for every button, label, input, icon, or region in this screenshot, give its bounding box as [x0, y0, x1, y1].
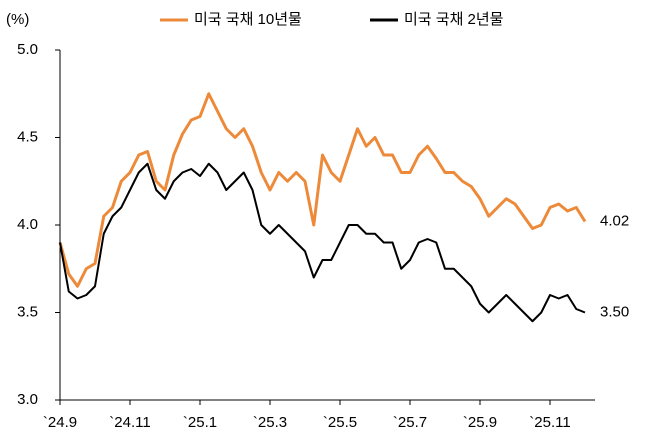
- x-tick-label: `25.11: [529, 414, 570, 431]
- x-tick-label: `25.1: [183, 414, 217, 431]
- series-line: [59, 162, 586, 323]
- x-tick-label: `25.7: [393, 414, 427, 431]
- x-tick-label: `25.3: [253, 414, 287, 431]
- x-tick-label: `25.9: [463, 414, 497, 431]
- y-tick-label: 4.5: [17, 128, 38, 145]
- y-tick-label: 3.5: [17, 303, 38, 320]
- series-line: [58, 92, 587, 288]
- y-unit: (%): [6, 11, 29, 28]
- y-tick-label: 4.0: [17, 216, 38, 233]
- y-tick-label: 5.0: [17, 41, 38, 58]
- x-tick-label: `24.9: [43, 414, 77, 431]
- legend-label: 미국 국채 2년물: [404, 11, 503, 28]
- y-tick-label: 3.0: [17, 391, 38, 408]
- end-label: 4.02: [600, 212, 629, 229]
- x-tick-label: `25.5: [323, 414, 357, 431]
- end-label: 3.50: [600, 303, 629, 320]
- legend-label: 미국 국채 10년물: [194, 11, 302, 28]
- x-tick-label: `24.11: [109, 414, 150, 431]
